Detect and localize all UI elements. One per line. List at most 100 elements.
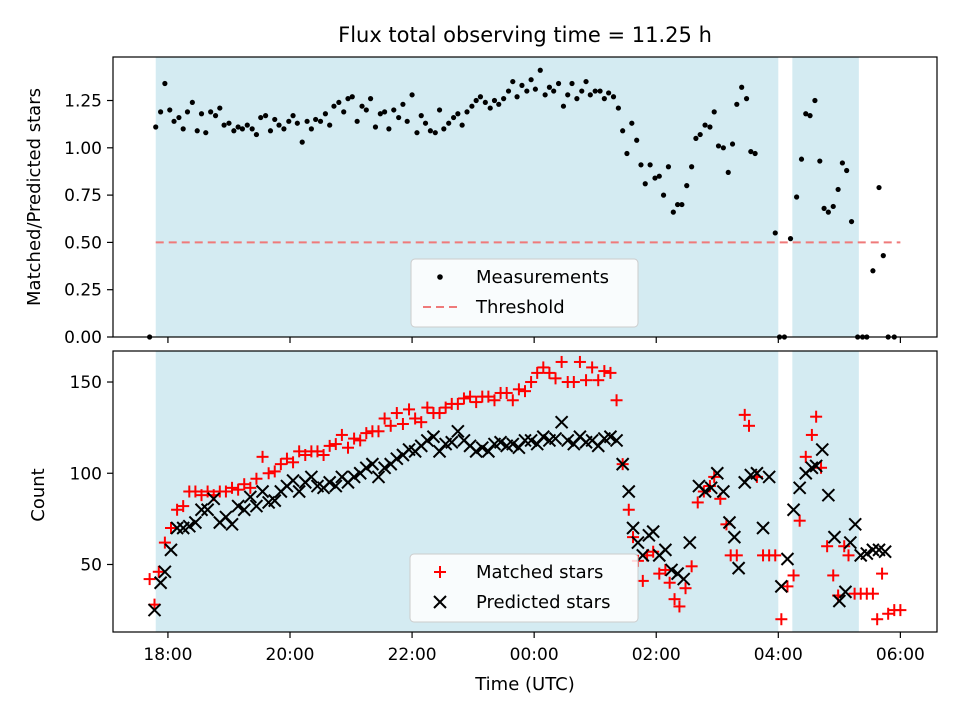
- matched-star-point: [730, 549, 743, 562]
- x-stroke-b: [524, 433, 538, 448]
- matched-star-point: [280, 452, 293, 465]
- measurement-point: [162, 80, 168, 87]
- x-stroke-b: [445, 435, 459, 449]
- predicted-star-point: [255, 484, 270, 499]
- measurement-point: [835, 186, 841, 193]
- matched-star-point: [158, 536, 171, 549]
- x-stroke-b: [756, 521, 770, 535]
- measurement-point: [665, 164, 672, 170]
- matched-star-point: [622, 503, 635, 516]
- measurement-point: [870, 268, 876, 274]
- measurement-point: [532, 86, 538, 92]
- x-stroke-b: [780, 552, 795, 566]
- bottom-legend-box: [409, 553, 639, 623]
- measurement-point: [308, 126, 314, 132]
- measurement-point: [638, 162, 644, 168]
- x-stroke-b: [722, 515, 737, 530]
- measurement-point: [203, 130, 209, 136]
- x-stroke-b: [615, 457, 630, 471]
- measurement-point: [158, 109, 164, 115]
- predicted-star-point: [609, 433, 624, 448]
- measurement-point: [579, 88, 585, 94]
- measurement-point: [642, 181, 648, 187]
- y-tick-label: 0.25: [64, 281, 102, 301]
- x-stroke-b: [786, 503, 801, 517]
- matched-star-point: [673, 600, 686, 613]
- matched-star-point: [171, 503, 184, 516]
- observing-window-band: [792, 57, 859, 337]
- x-stroke-b: [506, 437, 520, 451]
- measurement-point: [281, 126, 287, 132]
- matched-star-point: [805, 428, 818, 441]
- measurement-point: [409, 92, 415, 98]
- matched-star-point: [659, 563, 672, 576]
- x-tick-label: 04:00: [754, 645, 803, 665]
- predicted-star-point: [286, 473, 300, 488]
- measurement-point: [336, 99, 342, 106]
- predicted-star-point: [821, 488, 836, 502]
- measurement-point: [212, 113, 219, 119]
- predicted-star-point: [365, 457, 380, 471]
- matched-star-point: [799, 450, 812, 463]
- measurement-point: [583, 78, 589, 85]
- predicted-star-point: [237, 503, 251, 517]
- measurement-point: [537, 67, 543, 73]
- matched-star-point: [348, 432, 361, 445]
- predicted-star-point: [304, 470, 319, 484]
- predicted-star-point: [792, 481, 807, 495]
- measurement-point: [720, 145, 726, 151]
- x-stroke-b: [815, 442, 829, 457]
- matched-star-point: [668, 593, 681, 606]
- predicted-star-point: [469, 444, 483, 459]
- predicted-star-point: [322, 475, 337, 490]
- predicted-star-point: [554, 415, 569, 429]
- top-axes-frame: [112, 56, 938, 338]
- matched-star-point: [396, 417, 409, 430]
- measurement-point: [496, 101, 502, 107]
- measurement-point: [377, 111, 383, 117]
- x-stroke-b: [194, 503, 209, 517]
- matched-star-point: [525, 376, 538, 389]
- matched-star-point: [299, 449, 312, 462]
- measurement-point: [725, 169, 731, 176]
- measurement-point: [244, 122, 250, 128]
- predicted-star-point: [838, 585, 853, 599]
- measurement-point: [812, 97, 818, 104]
- measurement-point: [294, 120, 300, 126]
- x-tick-label: 06:00: [876, 645, 925, 665]
- matched-star-point: [268, 465, 281, 478]
- matched-star-point: [586, 361, 599, 374]
- matched-star-point: [329, 438, 342, 451]
- x-stroke-b: [268, 493, 282, 508]
- predicted-star-point: [182, 519, 197, 533]
- measurement-point: [189, 99, 195, 106]
- measurement-point: [787, 236, 794, 242]
- measurement-point: [830, 203, 836, 210]
- measurement-point: [697, 131, 703, 138]
- matched-star-point: [287, 456, 300, 469]
- predicted-star-point: [451, 424, 465, 438]
- predicted-star-point: [329, 479, 343, 493]
- measurement-point: [446, 120, 452, 126]
- predicted-star-point: [848, 517, 862, 532]
- measurement-point: [656, 173, 662, 179]
- x-stroke-b: [365, 457, 380, 471]
- x-stroke-b: [827, 530, 842, 544]
- x-stroke-b: [646, 524, 660, 539]
- y-tick-label: 50: [80, 555, 102, 575]
- measurement-point: [184, 109, 191, 115]
- measurement-point: [803, 111, 809, 117]
- measurement-point: [441, 126, 447, 132]
- x-stroke-b: [609, 433, 624, 448]
- measurement-point: [606, 90, 612, 96]
- x-stroke-b: [170, 521, 184, 535]
- predicted-star-point: [626, 521, 640, 535]
- matched-star-point: [882, 607, 895, 620]
- legend-label-measurements: Measurements: [476, 267, 609, 288]
- x-stroke-b: [832, 594, 847, 608]
- measurement-point: [551, 88, 557, 94]
- x-stroke-b: [219, 510, 233, 524]
- measurement-point: [601, 96, 607, 102]
- predicted-star-point: [762, 470, 776, 484]
- measurement-point: [574, 96, 580, 102]
